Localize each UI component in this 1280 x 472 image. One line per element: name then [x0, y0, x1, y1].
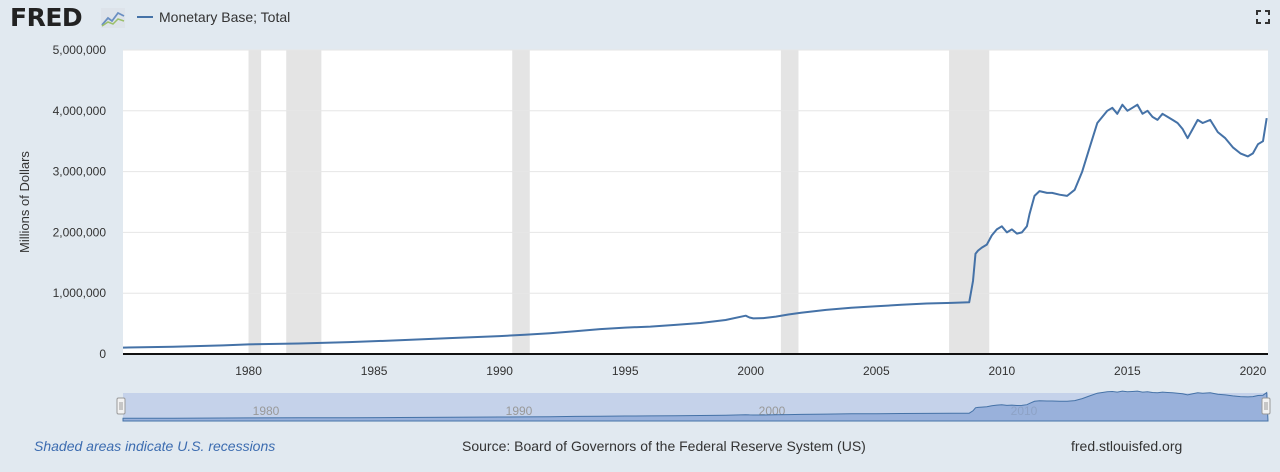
y-tick-label: 3,000,000 — [53, 165, 107, 179]
y-tick-label: 2,000,000 — [53, 225, 107, 239]
navigator-right-handle[interactable] — [1261, 397, 1271, 415]
x-tick-label: 1995 — [612, 364, 639, 378]
recession-band — [248, 50, 262, 354]
x-tick-label: 2010 — [988, 364, 1015, 378]
y-axis-label: Millions of Dollars — [17, 151, 32, 253]
series-layer — [122, 103, 1268, 349]
navigator-left-handle[interactable] — [116, 397, 126, 415]
chart-header: FRED Monetary Base; Total — [0, 0, 1280, 36]
y-tick-label: 4,000,000 — [53, 104, 107, 118]
range-navigator[interactable]: 1980199020002010 — [116, 390, 1271, 422]
x-tick-label: 2020 — [1240, 364, 1267, 378]
y-axis-ticks: 0 1,000,000 2,000,000 3,000,000 4,000,000 5,0… — [53, 43, 107, 361]
y-tick-label: 1,000,000 — [53, 286, 107, 300]
y-tick-label: 0 — [99, 347, 106, 361]
source-note: Source: Board of Governors of the Federa… — [462, 438, 866, 454]
x-axis-ticks: 1980 1985 1990 1995 2000 2005 2010 2015 2020 — [235, 364, 1266, 378]
x-tick-label: 1990 — [486, 364, 513, 378]
navigator-label: 1990 — [506, 404, 533, 418]
recession-band — [949, 50, 990, 354]
x-tick-label: 2000 — [737, 364, 764, 378]
recession-note-link[interactable]: Shaded areas indicate U.S. recessions — [34, 438, 276, 454]
x-tick-label: 1985 — [361, 364, 388, 378]
line-chart: 0 1,000,000 2,000,000 3,000,000 4,000,000 5,0… — [17, 43, 1271, 422]
x-tick-label: 1980 — [235, 364, 262, 378]
chart-legend: Monetary Base; Total — [137, 9, 290, 25]
fred-logo[interactable]: FRED — [10, 3, 83, 32]
x-tick-label: 2015 — [1114, 364, 1141, 378]
x-tick-label: 2005 — [863, 364, 890, 378]
recession-band — [512, 50, 530, 354]
series-line — [122, 103, 1268, 349]
fullscreen-icon[interactable] — [1256, 10, 1270, 24]
legend-label: Monetary Base; Total — [159, 9, 291, 25]
navigator-series — [122, 390, 1269, 422]
navigator-label: 1980 — [253, 404, 280, 418]
recession-band — [780, 50, 799, 354]
site-link[interactable]: fred.stlouisfed.org — [1071, 438, 1183, 454]
gridlines — [123, 49, 1268, 294]
chart-line-icon — [101, 8, 125, 28]
recession-band — [286, 50, 322, 354]
legend-swatch — [137, 16, 153, 18]
y-tick-label: 5,000,000 — [53, 43, 107, 57]
